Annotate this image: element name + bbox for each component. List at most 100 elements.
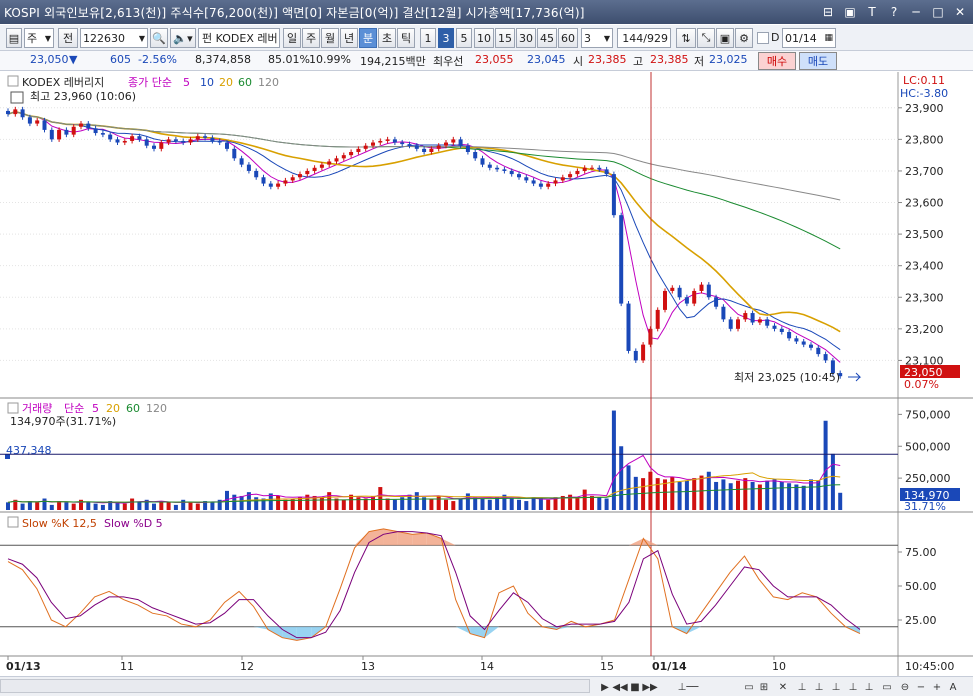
volume-bar	[188, 502, 193, 510]
candle-body	[312, 167, 317, 171]
volume-bar	[779, 481, 784, 510]
period-day-button[interactable]: 일	[283, 28, 301, 48]
interval-unit-select[interactable]: 주 ▼	[24, 28, 54, 48]
volume-bar	[648, 471, 653, 510]
candle-body	[57, 129, 62, 140]
horizontal-scrollbar[interactable]	[0, 679, 590, 693]
volume-bar	[502, 494, 507, 510]
period-year-button[interactable]: 년	[340, 28, 358, 48]
candle-body	[27, 117, 32, 124]
candle-body	[217, 140, 222, 143]
tool-icon-7[interactable]: ⊥	[848, 681, 858, 693]
buy-button[interactable]: 매수	[758, 52, 796, 70]
search-icon[interactable]: 🔍	[150, 28, 168, 48]
volume-bar	[524, 501, 529, 510]
minute-30-button[interactable]: 30	[516, 28, 536, 48]
fit-icon[interactable]: ⤡	[697, 28, 715, 48]
volume-bar	[341, 499, 346, 510]
tool-icon-9[interactable]: ▭	[882, 681, 892, 693]
candle-body	[633, 350, 638, 361]
tool-icon-5[interactable]: ⊥	[814, 681, 824, 693]
scroll-right-icon[interactable]: ▶	[601, 681, 609, 693]
price-tick-label: 23,300	[905, 291, 944, 304]
candle-body	[195, 136, 200, 140]
low-price: 23,025	[709, 53, 748, 66]
candle-body	[283, 180, 288, 184]
text-size-icon[interactable]: A	[949, 681, 957, 693]
speaker-icon[interactable]: 🔈▾	[170, 28, 196, 48]
candle-body	[794, 338, 799, 342]
candle-body	[473, 152, 478, 159]
minute-1-button[interactable]: 1	[420, 28, 436, 48]
chart-area[interactable]: KODEX 레버리지 종가 단순 5 10 20 60 120 최고 23,96…	[0, 72, 973, 676]
compare-icon[interactable]: ⇅	[676, 28, 696, 48]
stoch-pane-collapse-icon[interactable]	[7, 516, 19, 528]
prev-button[interactable]: 전	[58, 28, 78, 48]
close-icon[interactable]: ✕	[954, 4, 966, 19]
stock-name-prefix: 펀	[202, 32, 213, 45]
tool-icon-4[interactable]: ⊥	[797, 681, 807, 693]
tool-icon-3[interactable]: ✕	[778, 681, 788, 693]
settings-gear-icon[interactable]: ⚙	[735, 28, 753, 48]
candle-count-field[interactable]: 144/929	[617, 28, 671, 48]
tool-icon-6[interactable]: ⊥	[831, 681, 841, 693]
tool-icon-1[interactable]: ▭	[744, 681, 754, 693]
detach-icon[interactable]: ⊟	[822, 4, 834, 19]
volume-bar	[830, 453, 835, 510]
period-minute-button[interactable]: 분	[359, 28, 377, 48]
date-checkbox[interactable]	[757, 32, 769, 44]
candle-body	[144, 139, 149, 146]
candle-body	[684, 297, 689, 304]
layout-icon[interactable]: ▣	[844, 4, 856, 19]
sell-button[interactable]: 매도	[799, 52, 837, 70]
chart-canvas[interactable]: KODEX 레버리지 종가 단순 5 10 20 60 120 최고 23,96…	[0, 72, 973, 676]
stoch-tick-label: 25.00	[905, 614, 937, 627]
zoom-reset-icon[interactable]: ⊖	[900, 681, 910, 693]
candle-body	[809, 344, 813, 348]
maximize-icon[interactable]: □	[932, 4, 944, 19]
chart-menu-icon[interactable]: ▤	[6, 28, 22, 48]
overbought-zone	[369, 528, 384, 546]
volume-bar	[79, 499, 83, 510]
calendar-icon[interactable]	[10, 91, 24, 104]
volume-bar	[816, 480, 821, 510]
volume-pane-collapse-icon[interactable]	[7, 402, 19, 414]
period-week-button[interactable]: 주	[302, 28, 320, 48]
stop-icon[interactable]: ■	[630, 681, 640, 693]
minute-10-button[interactable]: 10	[474, 28, 494, 48]
period-month-button[interactable]: 월	[321, 28, 339, 48]
tool-icon-8[interactable]: ⊥	[864, 681, 874, 693]
minimize-icon[interactable]: ─	[912, 4, 920, 19]
volume-bar	[655, 478, 660, 510]
minute-5-button[interactable]: 5	[456, 28, 472, 48]
candle-body	[319, 164, 324, 168]
minute-select[interactable]: 3 ▼	[581, 28, 613, 48]
zoom-in-icon[interactable]: +	[932, 681, 942, 693]
minute-15-button[interactable]: 15	[495, 28, 515, 48]
price-ma-label: 종가 단순	[128, 76, 172, 89]
minute-3-button[interactable]: 3	[438, 28, 454, 48]
ma120-label: 120	[258, 76, 279, 89]
stock-name-field[interactable]: 펀 KODEX 레버	[198, 28, 280, 48]
tool-icon-2[interactable]: ⊞	[759, 681, 769, 693]
volume-bar	[181, 499, 186, 510]
text-icon[interactable]: T	[868, 4, 876, 19]
price-tick-label: 23,900	[905, 102, 944, 115]
minute-60-button[interactable]: 60	[558, 28, 578, 48]
save-icon[interactable]: ▣	[716, 28, 734, 48]
period-second-button[interactable]: 초	[378, 28, 396, 48]
stock-code-input[interactable]: 122630 ▼	[80, 28, 148, 48]
volume-bar	[217, 499, 222, 510]
help-icon[interactable]: ?	[890, 4, 898, 19]
minute-45-button[interactable]: 45	[537, 28, 557, 48]
candle-body	[173, 139, 178, 141]
overbought-zone	[628, 538, 644, 546]
date-input[interactable]: 01/14 ▦	[782, 28, 836, 48]
rewind-icon[interactable]: ◀◀	[612, 681, 628, 693]
zoom-out-icon[interactable]: −	[916, 681, 926, 693]
volume-bar	[225, 490, 229, 510]
period-tick-button[interactable]: 틱	[397, 28, 415, 48]
fast-forward-icon[interactable]: ▶▶	[642, 681, 658, 693]
pane-collapse-icon[interactable]	[7, 75, 19, 87]
slider-icon[interactable]: ⊥──	[677, 681, 699, 693]
